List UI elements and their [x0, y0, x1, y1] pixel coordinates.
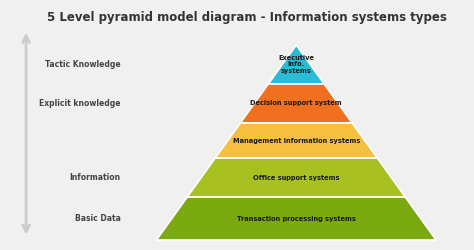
Polygon shape [215, 123, 377, 158]
Polygon shape [156, 197, 436, 240]
Text: Tactic Knowledge: Tactic Knowledge [45, 60, 121, 69]
Text: Executive
Info.
systems: Executive Info. systems [278, 54, 314, 74]
Polygon shape [268, 45, 324, 84]
Polygon shape [240, 84, 352, 123]
Text: Transaction processing systems: Transaction processing systems [237, 216, 356, 222]
Text: 5 Level pyramid model diagram - Information systems types: 5 Level pyramid model diagram - Informat… [46, 11, 447, 24]
Text: Basic Data: Basic Data [75, 214, 121, 223]
Polygon shape [187, 158, 405, 197]
Text: Information: Information [70, 173, 121, 182]
Text: Office support systems: Office support systems [253, 174, 339, 180]
Text: Decision support system: Decision support system [250, 100, 342, 106]
Text: Explicit knowledge: Explicit knowledge [39, 99, 121, 108]
Text: Management information systems: Management information systems [233, 138, 360, 143]
